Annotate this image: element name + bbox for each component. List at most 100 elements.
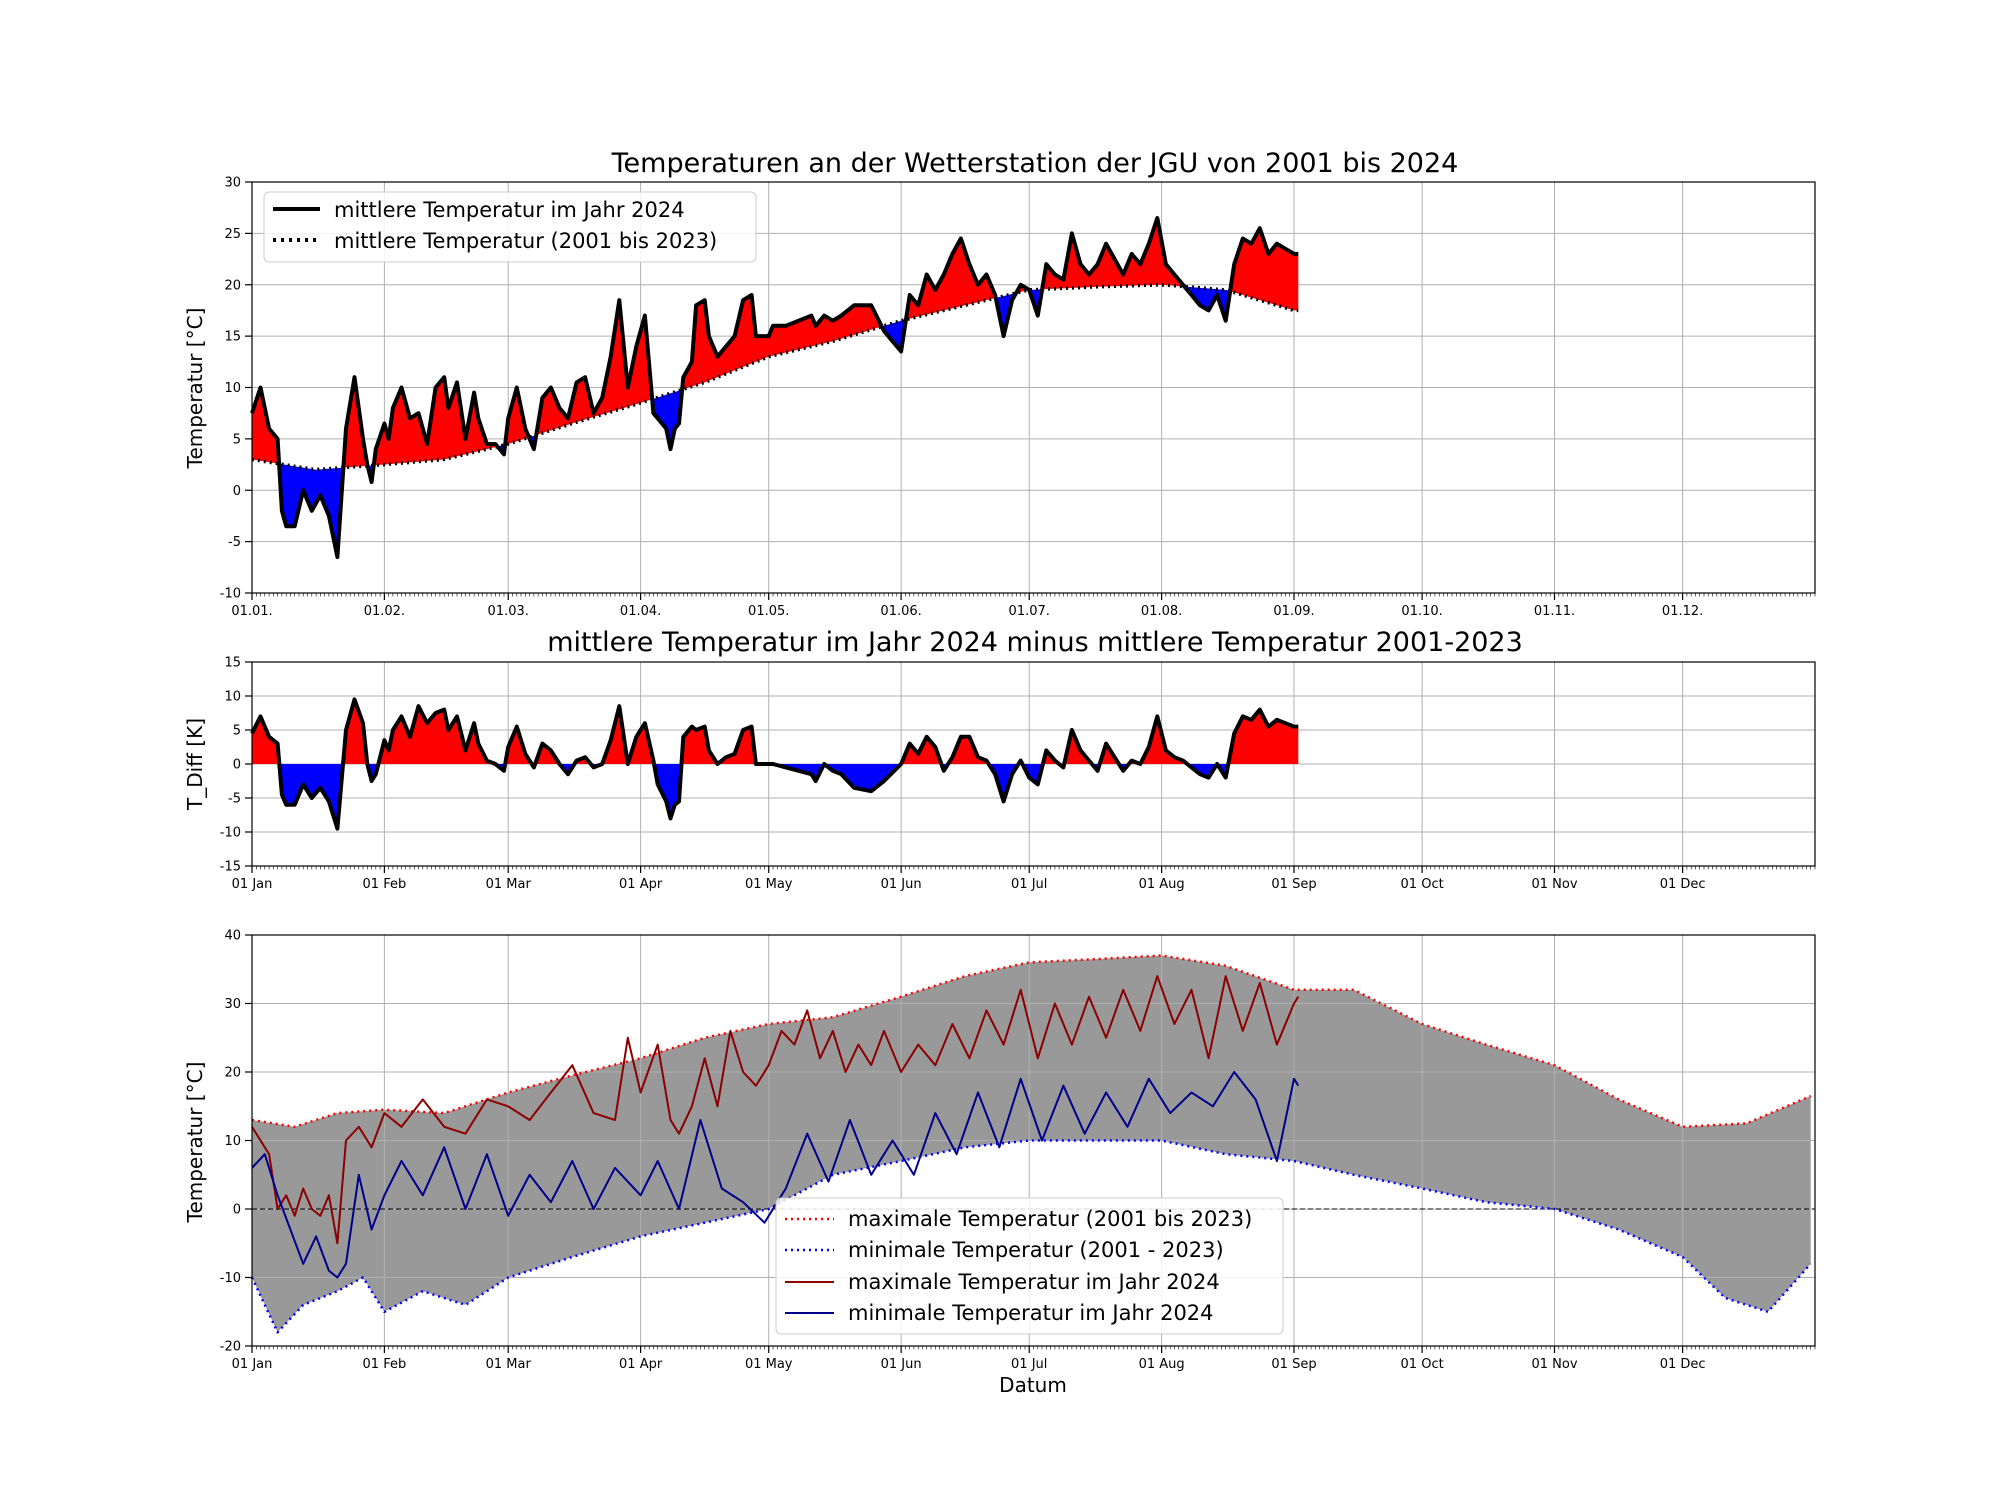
x-tick-label: 01 Apr	[619, 1357, 663, 1372]
panel-3-x-axis-label: Datum	[999, 1373, 1067, 1397]
x-tick-label: 01.09.	[1273, 604, 1314, 619]
x-tick-label: 01.10.	[1401, 604, 1442, 619]
x-tick-label: 01.06.	[880, 604, 921, 619]
y-tick-label: -10	[220, 1271, 241, 1286]
x-tick-label: 01.03.	[488, 604, 529, 619]
panel-1-legend: mittlere Temperatur im Jahr 2024 mittler…	[263, 191, 757, 263]
x-tick-label: 01.01.	[231, 604, 272, 619]
y-tick-label: 0	[233, 484, 241, 499]
fill-below-reference	[652, 389, 683, 450]
fill-above-reference	[905, 239, 996, 320]
x-tick-label: 01 Oct	[1401, 877, 1444, 892]
series-line-min-2024	[251, 1071, 1300, 1279]
fill-above-reference	[682, 295, 882, 390]
panel-3-legend: maximale Temperatur (2001 bis 2023) mini…	[775, 1197, 1284, 1335]
y-tick-label: 10	[224, 690, 241, 705]
y-tick-label: 25	[224, 227, 241, 242]
fill-above-reference	[602, 706, 654, 764]
series-line-min-2001-2023	[250, 1139, 1812, 1334]
x-minor-ticks	[251, 1346, 1816, 1350]
y-tick-label: -10	[220, 826, 241, 841]
fill-below-reference	[881, 319, 906, 351]
x-tick-label: 01.02.	[364, 604, 405, 619]
y-tick-label: 0	[233, 758, 241, 773]
fill-above-reference	[536, 301, 653, 435]
x-minor-ticks	[251, 593, 1816, 597]
x-tick-label: 01 Dec	[1660, 1357, 1706, 1372]
x-tick-label: 01 Sep	[1271, 1357, 1316, 1372]
x-minor-ticks	[251, 866, 1816, 870]
series-line-mean-2001-2023	[251, 283, 1299, 472]
fill-above-reference	[1128, 717, 1188, 764]
panel-2-title: mittlere Temperatur im Jahr 2024 minus m…	[547, 627, 1523, 658]
panel-mean-temperature: Temperaturen an der Wetterstation der JG…	[183, 148, 1816, 619]
legend-label-mean-2024: mittlere Temperatur im Jahr 2024	[334, 198, 685, 222]
panel-2-y-axis-label: T_Diff [K]	[183, 718, 207, 811]
panel-min-max-temperature: Temperatur [°C] Datum 01 Jan 01 Feb 01 Mar…	[183, 929, 1816, 1397]
x-tick-label: 01.07.	[1009, 604, 1050, 619]
fill-above-reference	[1230, 228, 1299, 311]
legend-label-max-2001-2023: maximale Temperatur (2001 bis 2023)	[848, 1207, 1252, 1231]
x-tick-label: 01.11.	[1534, 604, 1575, 619]
fill-above-reference	[1042, 219, 1185, 290]
y-tick-label: -15	[220, 860, 241, 875]
y-tick-label: -5	[228, 792, 241, 807]
panel-2-plot-area	[251, 661, 1816, 867]
x-tick-label: 01 Jul	[1011, 1357, 1047, 1372]
x-tick-label: 01.08.	[1141, 604, 1182, 619]
x-tick-label: 01 Apr	[619, 877, 663, 892]
fill-above-reference	[252, 717, 280, 764]
x-tick-label: 01 Jan	[232, 877, 273, 892]
x-tick-label: 01 Oct	[1401, 1357, 1444, 1372]
fill-above-reference	[505, 388, 529, 445]
x-tick-label: 01 Jun	[881, 1357, 922, 1372]
fill-above-reference	[343, 700, 368, 764]
band-climatological-range	[252, 955, 1811, 1333]
x-tick-label: 01 Aug	[1139, 1357, 1185, 1372]
x-tick-label: 01 Jun	[881, 877, 922, 892]
y-tick-label: 30	[224, 997, 241, 1012]
y-tick-label: 20	[224, 278, 241, 293]
fill-below-reference	[1187, 764, 1229, 778]
series-line-max-2001-2023	[251, 954, 1812, 1129]
panel-1-plot-area	[251, 181, 1816, 594]
y-tick-label: 0	[233, 1203, 241, 1218]
x-tick-label: 01.04.	[620, 604, 661, 619]
x-tick-label: 01 Aug	[1139, 877, 1185, 892]
x-tick-label: 01 Feb	[363, 877, 407, 892]
y-tick-label: 10	[224, 381, 241, 396]
legend-label-min-2001-2023: minimale Temperatur (2001 - 2023)	[848, 1238, 1224, 1262]
legend-label-min-2024: minimale Temperatur im Jahr 2024	[848, 1301, 1214, 1325]
panel-1-y-axis-label: Temperatur [°C]	[183, 308, 207, 470]
x-tick-label: 01 Dec	[1660, 877, 1706, 892]
panel-3-y-axis-label: Temperatur [°C]	[183, 1062, 207, 1224]
x-tick-label: 01 Mar	[486, 877, 532, 892]
y-tick-label: -20	[220, 1340, 241, 1355]
series-line-max-2024	[251, 975, 1300, 1245]
x-tick-label: 01 Feb	[363, 1357, 407, 1372]
fill-above-reference	[343, 378, 368, 468]
fill-above-reference	[574, 757, 591, 764]
y-tick-label: 20	[224, 1066, 241, 1081]
x-tick-label: 01.12.	[1662, 604, 1703, 619]
y-tick-label: 5	[233, 724, 241, 739]
x-tick-label: 01 Nov	[1531, 877, 1577, 892]
series-line-temperature-difference	[250, 697, 1299, 831]
y-tick-label: 10	[224, 1134, 241, 1149]
y-tick-label: 5	[233, 432, 241, 447]
x-tick-label: 01 May	[745, 877, 793, 892]
x-tick-label: 01 Jul	[1011, 877, 1047, 892]
x-tick-label: 01 Mar	[486, 1357, 532, 1372]
y-tick-label: 40	[224, 929, 241, 944]
y-tick-label: 15	[224, 330, 241, 345]
y-tick-label: 30	[224, 176, 241, 191]
fill-above-reference	[252, 388, 280, 464]
y-tick-label: -5	[228, 535, 241, 550]
x-tick-label: 01 Sep	[1271, 877, 1316, 892]
y-tick-label: 15	[224, 656, 241, 671]
series-line-mean-2024	[250, 216, 1299, 559]
x-tick-label: 01 Nov	[1531, 1357, 1577, 1372]
legend-label-max-2024: maximale Temperatur im Jahr 2024	[848, 1270, 1220, 1294]
fill-above-reference	[681, 726, 773, 764]
x-tick-label: 01 May	[745, 1357, 793, 1372]
